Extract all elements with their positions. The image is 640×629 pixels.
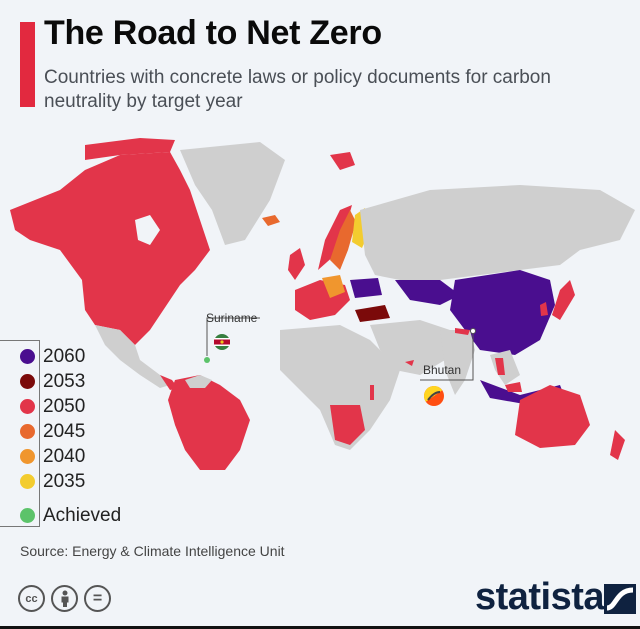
nepal <box>455 328 470 335</box>
uae <box>405 360 414 366</box>
legend-item-2035: 2035 <box>20 469 121 494</box>
legend-frame <box>0 340 40 527</box>
norway <box>318 205 352 270</box>
mexico <box>95 325 170 388</box>
license-icons: cc = <box>18 585 111 612</box>
ukraine <box>350 278 382 298</box>
legend-dot-icon <box>20 449 35 464</box>
malawi <box>370 385 374 400</box>
attribution-icon[interactable] <box>51 585 78 612</box>
legend-item-2050: 2050 <box>20 394 121 419</box>
malaysia <box>505 382 522 392</box>
bhutan-marker <box>470 328 476 334</box>
vietnam-laos <box>495 358 505 375</box>
legend-dot-icon <box>20 424 35 439</box>
legend-item-achieved: Achieved <box>20 503 121 528</box>
suriname-marker <box>204 357 210 363</box>
legend-item-2053: 2053 <box>20 369 121 394</box>
australia <box>515 385 590 448</box>
legend-dot-icon <box>20 399 35 414</box>
legend: 2060 2053 2050 2045 2040 2035 Achieved <box>20 344 121 528</box>
russia <box>360 185 635 280</box>
sweden <box>330 210 356 270</box>
legend-dot-icon <box>20 508 35 523</box>
statista-brand[interactable]: statista <box>474 576 605 618</box>
page-subtitle: Countries with concrete laws or policy d… <box>44 67 551 112</box>
cc-icon[interactable]: cc <box>18 585 45 612</box>
suriname-label: Suriname <box>206 311 258 325</box>
south-korea <box>540 302 548 316</box>
kazakhstan <box>395 280 460 305</box>
africa <box>280 325 400 450</box>
bottom-border <box>0 626 640 629</box>
legend-item-2060: 2060 <box>20 344 121 369</box>
new-zealand <box>610 430 625 460</box>
germany <box>322 275 345 298</box>
source-note: Source: Energy & Climate Intelligence Un… <box>20 543 285 559</box>
world-map <box>10 138 635 470</box>
china <box>450 270 555 355</box>
iceland <box>262 215 280 226</box>
legend-dot-icon <box>20 374 35 389</box>
turkey <box>355 305 390 322</box>
india <box>440 330 475 395</box>
title-accent-bar <box>20 22 35 107</box>
south-africa <box>330 405 365 445</box>
north-america <box>10 152 210 345</box>
no-derivatives-icon[interactable]: = <box>84 585 111 612</box>
southeast-asia <box>490 350 520 385</box>
legend-item-2045: 2045 <box>20 419 121 444</box>
japan <box>552 280 575 320</box>
south-america <box>168 375 250 470</box>
statista-logo-icon <box>604 584 636 614</box>
legend-item-2040: 2040 <box>20 444 121 469</box>
svalbard <box>330 152 355 170</box>
greenland <box>180 142 285 245</box>
legend-dot-icon <box>20 349 35 364</box>
canada-arctic-islands <box>85 138 175 160</box>
venezuela-guyanas <box>185 375 212 388</box>
bhutan-label: Bhutan <box>423 363 462 377</box>
page-title: The Road to Net Zero <box>44 14 382 52</box>
legend-dot-icon <box>20 474 35 489</box>
uk-ireland <box>288 248 305 280</box>
